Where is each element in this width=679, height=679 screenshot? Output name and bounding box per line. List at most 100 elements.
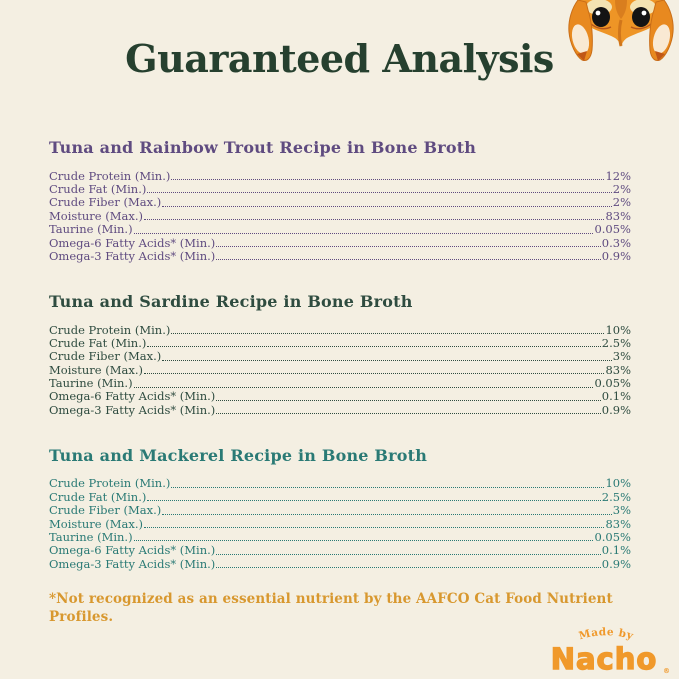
nutrient-row: Crude Fiber (Max.) 3% — [49, 504, 631, 517]
dotted-leader — [147, 192, 612, 194]
nutrient-value: 2.5% — [601, 489, 631, 504]
nutrient-label: Crude Fiber (Max.) — [49, 503, 162, 518]
recipe-section: Tuna and Rainbow Trout Recipe in Bone Br… — [49, 138, 631, 263]
nutrient-row: Omega-3 Fatty Acids* (Min.) 0.9% — [49, 403, 631, 416]
recipe-heading: Tuna and Rainbow Trout Recipe in Bone Br… — [49, 138, 477, 157]
nutrient-table: Crude Protein (Min.) 12% Crude Fat (Min.) 2… — [49, 169, 631, 263]
recipe-section: Tuna and Sardine Recipe in Bone Broth Cru… — [49, 292, 631, 417]
analysis-sections: Tuna and Rainbow Trout Recipe in Bone Br… — [49, 138, 631, 600]
nutrient-value: 0.9% — [601, 402, 631, 417]
nutrient-row: Crude Fiber (Max.) 2% — [49, 196, 631, 209]
nutrient-row: Moisture (Max.) 83% — [49, 517, 631, 530]
cat-eye-left-glint — [595, 10, 601, 16]
nutrient-row: Crude Fat (Min.) 2.5% — [49, 490, 631, 503]
cat-ear-right-inner — [652, 24, 671, 54]
dotted-leader — [133, 232, 594, 234]
nutrient-label: Moisture (Max.) — [49, 362, 144, 377]
dotted-leader — [133, 540, 594, 542]
nutrient-row: Omega-6 Fatty Acids* (Min.) 0.1% — [49, 390, 631, 403]
cat-ear-left-inner — [571, 24, 590, 54]
nutrient-table: Crude Protein (Min.) 10% Crude Fat (Min.) 2… — [49, 477, 631, 571]
nutrient-value: 12% — [605, 168, 631, 183]
dotted-leader — [162, 205, 612, 207]
cat-nose-stripe — [618, 19, 623, 47]
nutrient-label: Crude Fat (Min.) — [49, 489, 147, 504]
nutrient-row: Omega-6 Fatty Acids* (Min.) 0.1% — [49, 544, 631, 557]
nutrient-value: 0.05% — [594, 376, 631, 391]
nutrient-label: Omega-3 Fatty Acids* (Min.) — [49, 556, 216, 571]
nacho-brand-text: Nacho — [551, 642, 658, 675]
nutrient-row: Moisture (Max.) 83% — [49, 363, 631, 376]
nutrient-row: Taurine (Min.) 0.05% — [49, 529, 631, 544]
dotted-leader — [171, 179, 605, 181]
dotted-leader — [162, 359, 612, 361]
nutrient-value: 2% — [612, 195, 631, 210]
dotted-leader — [144, 373, 605, 375]
dotted-leader — [216, 413, 601, 415]
cat-eye-left — [592, 7, 610, 27]
nutrient-label: Crude Fiber (Max.) — [49, 349, 162, 364]
nutrient-row: Crude Protein (Min.) 12% — [49, 169, 631, 182]
cat-eye-right — [632, 7, 650, 27]
nacho-cat-peeking-illustration — [568, 0, 674, 61]
nutrient-row: Omega-6 Fatty Acids* (Min.) 0.3% — [49, 236, 631, 249]
cat-eye-right-glint — [641, 10, 647, 16]
dotted-leader — [147, 346, 601, 348]
nutrient-row: Crude Protein (Min.) 10% — [49, 477, 631, 490]
nutrient-value: 10% — [605, 476, 631, 491]
nutrient-row: Crude Protein (Min.) 10% — [49, 323, 631, 336]
nutrient-row: Crude Fiber (Max.) 3% — [49, 350, 631, 363]
cat-ear-left-tip — [577, 51, 587, 61]
nutrient-label: Crude Fat (Min.) — [49, 335, 147, 350]
made-by-textpath: Made by — [578, 626, 635, 642]
nutrient-value: 83% — [605, 362, 631, 377]
dotted-leader — [171, 486, 605, 488]
nutrient-row: Crude Fat (Min.) 2.5% — [49, 335, 631, 350]
nutrient-value: 3% — [612, 503, 631, 518]
nutrient-row: Crude Fat (Min.) 2% — [49, 181, 631, 196]
nutrient-table: Crude Protein (Min.) 10% Crude Fat (Min.) 2… — [49, 323, 631, 417]
nutrient-label: Omega-3 Fatty Acids* (Min.) — [49, 248, 216, 263]
nutrient-row: Omega-3 Fatty Acids* (Min.) 0.9% — [49, 248, 631, 263]
nutrient-label: Crude Fiber (Max.) — [49, 195, 162, 210]
made-by-text: Made by — [578, 626, 636, 642]
nutrient-value: 0.3% — [601, 235, 631, 250]
nutrient-label: Taurine (Min.) — [49, 376, 133, 391]
nutrient-label: Omega-6 Fatty Acids* (Min.) — [49, 389, 216, 404]
made-by-nacho-logo: Made by Nacho ® — [550, 626, 670, 675]
dotted-leader — [171, 333, 605, 334]
nutrient-row: Taurine (Min.) 0.05% — [49, 223, 631, 236]
nutrient-label: Crude Protein (Min.) — [49, 168, 171, 183]
nutrient-label: Omega-6 Fatty Acids* (Min.) — [49, 543, 216, 558]
aafco-footnote: *Not recognized as an essential nutrient… — [49, 591, 613, 625]
registered-mark: ® — [663, 667, 670, 675]
nutrient-value: 3% — [612, 349, 631, 364]
dotted-leader — [216, 553, 601, 555]
page-title: Guaranteed Analysis — [125, 36, 554, 81]
nutrient-value: 0.9% — [601, 248, 631, 263]
nutrient-value: 83% — [605, 208, 631, 223]
dotted-leader — [162, 513, 612, 515]
dotted-leader — [144, 219, 605, 221]
nutrient-label: Moisture (Max.) — [49, 208, 144, 223]
dotted-leader — [133, 386, 594, 388]
cat-stripes — [615, 0, 627, 19]
cat-lid-right — [630, 23, 652, 30]
nutrient-label: Omega-6 Fatty Acids* (Min.) — [49, 235, 216, 250]
nutrient-value: 0.1% — [601, 543, 631, 558]
dotted-leader — [147, 500, 601, 502]
nutrient-value: 83% — [605, 516, 631, 531]
nutrient-row: Taurine (Min.) 0.05% — [49, 377, 631, 390]
dotted-leader — [216, 399, 601, 401]
recipe-heading: Tuna and Sardine Recipe in Bone Broth — [49, 291, 413, 311]
cat-ear-right-tip — [655, 51, 665, 61]
nutrient-label: Taurine (Min.) — [49, 529, 133, 544]
cat-lid-left — [590, 23, 612, 30]
nutrient-value: 2% — [612, 181, 631, 196]
nutrient-value: 0.9% — [601, 556, 631, 571]
nutrient-label: Crude Protein (Min.) — [49, 476, 171, 491]
nutrient-label: Crude Fat (Min.) — [49, 181, 147, 196]
nutrient-label: Moisture (Max.) — [49, 516, 144, 531]
nutrient-label: Crude Protein (Min.) — [49, 322, 171, 337]
